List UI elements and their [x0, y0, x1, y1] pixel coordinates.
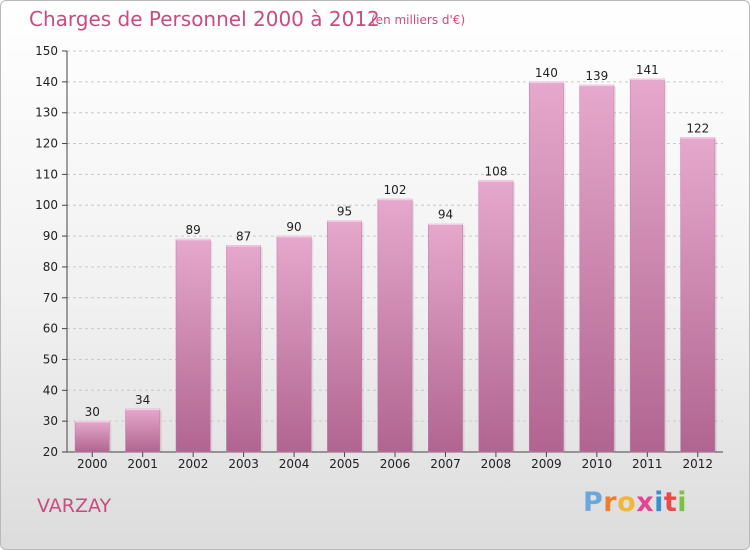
y-tick-label: 90: [43, 229, 58, 243]
town-name: VARZAY: [37, 495, 112, 517]
y-tick-label: 150: [35, 44, 58, 58]
x-tick-label: 2001: [127, 457, 158, 471]
y-tick-label: 100: [35, 198, 58, 212]
bar: [175, 238, 211, 453]
bar: [74, 420, 110, 453]
x-tick-label: 2006: [380, 457, 411, 471]
x-tick-label: 2009: [531, 457, 562, 471]
bar: [327, 220, 362, 453]
data-label: 87: [236, 229, 251, 243]
y-tick-label: 120: [35, 137, 58, 151]
y-tick-label: 30: [43, 414, 58, 428]
logo-letter: r: [603, 487, 618, 518]
x-tick-label: 2005: [329, 457, 360, 471]
bar: [528, 81, 564, 453]
y-tick-label: 60: [43, 322, 58, 336]
x-tick-label: 2011: [632, 457, 663, 471]
data-label: 140: [535, 66, 558, 80]
y-tick-label: 130: [35, 106, 58, 120]
x-tick-label: 2003: [228, 457, 259, 471]
bar: [377, 198, 413, 453]
logo-letter: i: [677, 487, 688, 518]
data-label: 94: [438, 208, 453, 222]
data-label: 34: [135, 393, 150, 407]
logo-letter: o: [617, 487, 637, 518]
data-label: 102: [384, 183, 407, 197]
logo-letter: x: [636, 487, 655, 518]
data-label: 95: [337, 205, 352, 219]
data-label: 108: [484, 165, 507, 179]
x-tick-label: 2000: [77, 457, 108, 471]
data-label: 90: [286, 220, 301, 234]
y-tick-label: 50: [43, 352, 58, 366]
y-tick-label: 80: [43, 260, 58, 274]
bar: [276, 235, 312, 453]
x-tick-label: 2004: [279, 457, 310, 471]
bars: [74, 78, 717, 453]
bar: [478, 180, 514, 453]
bar: [680, 137, 716, 453]
x-tick-label: 2007: [430, 457, 461, 471]
chart-subtitle: (en milliers d'€): [371, 13, 466, 27]
x-tick-label: 2008: [481, 457, 512, 471]
y-tick-label: 140: [35, 75, 58, 89]
bar: [629, 78, 665, 453]
x-tick-label: 2010: [582, 457, 613, 471]
y-tick-label: 40: [43, 383, 58, 397]
logo-letter: P: [583, 487, 604, 518]
bar: [125, 408, 161, 453]
data-label: 139: [585, 69, 608, 83]
data-label: 141: [636, 63, 659, 77]
x-tick-label: 2002: [178, 457, 209, 471]
y-tick-label: 110: [35, 167, 58, 181]
logo-letter: t: [663, 487, 678, 518]
logo-letter: i: [654, 487, 664, 518]
bar: [226, 245, 262, 453]
chart-title: Charges de Personnel 2000 à 2012: [29, 7, 380, 31]
x-tick-label: 2012: [682, 457, 713, 471]
bar: [428, 223, 463, 453]
labels: 20 30 40 50 60 70 80 90 100 110 120 130 140 150 30 2000…: [35, 44, 713, 471]
proxiti-logo[interactable]: Proxiti: [583, 487, 687, 518]
data-label: 122: [686, 121, 709, 135]
y-tick-label: 70: [43, 291, 58, 305]
data-label: 89: [186, 223, 201, 237]
data-label: 30: [85, 405, 100, 419]
y-tick-label: 20: [43, 445, 58, 459]
bar: [579, 84, 615, 453]
